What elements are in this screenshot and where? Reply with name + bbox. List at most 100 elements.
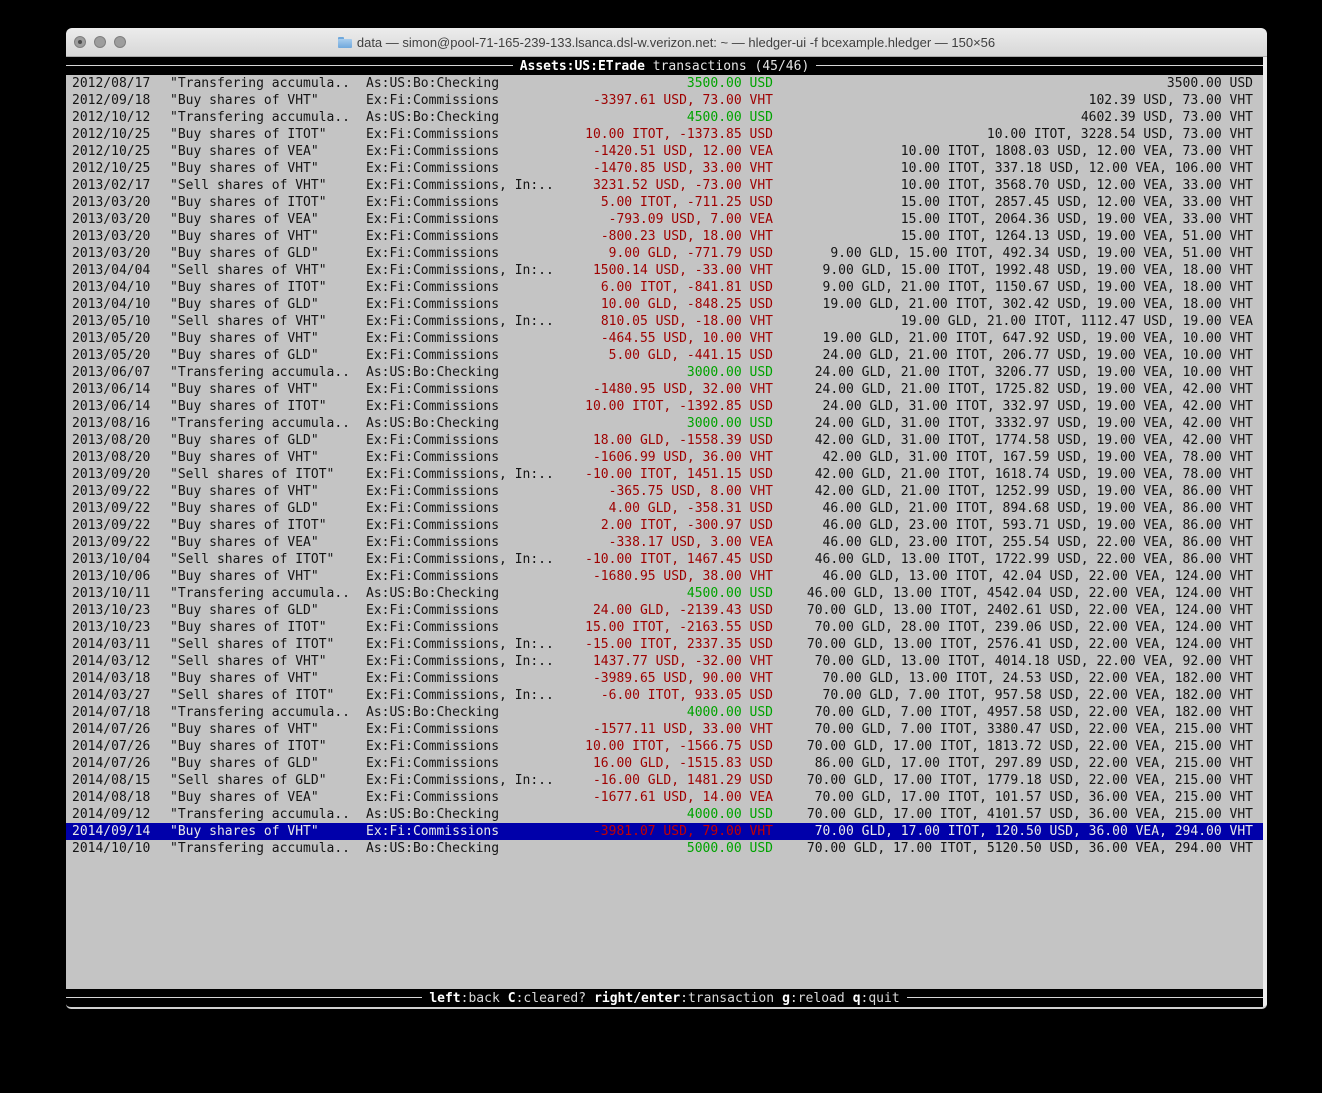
transaction-row[interactable]: 2014/03/27 "Sell shares of ITOT" Ex:Fi:C… bbox=[66, 687, 1263, 704]
transaction-row[interactable]: 2013/08/16 "Transfering accumula.. As:US… bbox=[66, 415, 1263, 432]
transaction-balance: 10.00 ITOT, 3568.70 USD, 12.00 VEA, 33.0… bbox=[900, 178, 1253, 193]
transaction-balance: 70.00 GLD, 13.00 ITOT, 4014.18 USD, 22.0… bbox=[814, 654, 1253, 669]
transaction-balance: 70.00 GLD, 17.00 ITOT, 1813.72 USD, 22.0… bbox=[806, 739, 1253, 754]
transaction-list[interactable]: 2012/08/17 "Transfering accumula.. As:US… bbox=[66, 75, 1263, 989]
transaction-balance: 10.00 ITOT, 1808.03 USD, 12.00 VEA, 73.0… bbox=[900, 144, 1253, 159]
transaction-row[interactable]: 2013/09/20 "Sell shares of ITOT" Ex:Fi:C… bbox=[66, 466, 1263, 483]
transaction-row[interactable]: 2013/09/22 "Buy shares of GLD" Ex:Fi:Com… bbox=[66, 500, 1263, 517]
transaction-description: "Transfering accumula.. bbox=[170, 416, 351, 431]
transaction-balance: 70.00 GLD, 7.00 ITOT, 957.58 USD, 22.00 … bbox=[822, 688, 1253, 703]
transaction-date: 2013/05/20 bbox=[72, 331, 151, 346]
transaction-other-account: As:US:Bo:Checking bbox=[366, 705, 500, 720]
transaction-balance: 46.00 GLD, 23.00 ITOT, 255.54 USD, 22.00… bbox=[822, 535, 1253, 550]
key-hint: C:cleared? bbox=[507, 990, 587, 1006]
transaction-amount: 1437.77 USD, -32.00 VHT bbox=[592, 654, 773, 669]
transaction-row[interactable]: 2013/05/10 "Sell shares of VHT" Ex:Fi:Co… bbox=[66, 313, 1263, 330]
transaction-description: "Transfering accumula.. bbox=[170, 841, 351, 856]
transaction-amount: 5.00 GLD, -441.15 USD bbox=[608, 348, 773, 363]
transaction-row[interactable]: 2013/03/20 "Buy shares of VHT" Ex:Fi:Com… bbox=[66, 228, 1263, 245]
transaction-row[interactable]: 2012/10/25 "Buy shares of VEA" Ex:Fi:Com… bbox=[66, 143, 1263, 160]
transaction-balance: 46.00 GLD, 13.00 ITOT, 1722.99 USD, 22.0… bbox=[814, 552, 1253, 567]
transaction-amount: -1577.11 USD, 33.00 VHT bbox=[592, 722, 773, 737]
transaction-row[interactable]: 2013/06/14 "Buy shares of VHT" Ex:Fi:Com… bbox=[66, 381, 1263, 398]
transaction-row[interactable]: 2013/10/23 "Buy shares of ITOT" Ex:Fi:Co… bbox=[66, 619, 1263, 636]
minimize-button[interactable] bbox=[94, 36, 106, 48]
transaction-row[interactable]: 2013/09/22 "Buy shares of ITOT" Ex:Fi:Co… bbox=[66, 517, 1263, 534]
zoom-button[interactable] bbox=[114, 36, 126, 48]
transaction-row[interactable]: 2014/07/26 "Buy shares of VHT" Ex:Fi:Com… bbox=[66, 721, 1263, 738]
transaction-row[interactable]: 2013/04/04 "Sell shares of VHT" Ex:Fi:Co… bbox=[66, 262, 1263, 279]
transaction-description: "Sell shares of VHT" bbox=[170, 654, 327, 669]
transaction-row[interactable]: 2013/03/20 "Buy shares of VEA" Ex:Fi:Com… bbox=[66, 211, 1263, 228]
transaction-row[interactable]: 2013/10/06 "Buy shares of VHT" Ex:Fi:Com… bbox=[66, 568, 1263, 585]
transaction-other-account: Ex:Fi:Commissions, In:.. bbox=[366, 654, 554, 669]
transaction-balance: 70.00 GLD, 17.00 ITOT, 101.57 USD, 36.00… bbox=[814, 790, 1253, 805]
transaction-other-account: Ex:Fi:Commissions bbox=[366, 229, 500, 244]
register-account-name: Assets:US:ETrade bbox=[519, 58, 645, 74]
transaction-row[interactable]: 2013/02/17 "Sell shares of VHT" Ex:Fi:Co… bbox=[66, 177, 1263, 194]
transaction-date: 2014/09/14 bbox=[72, 824, 151, 839]
transaction-description: "Transfering accumula.. bbox=[170, 110, 351, 125]
transaction-other-account: As:US:Bo:Checking bbox=[366, 76, 500, 91]
transaction-description: "Buy shares of VEA" bbox=[170, 790, 319, 805]
transaction-description: "Buy shares of ITOT" bbox=[170, 739, 327, 754]
transaction-row[interactable]: 2014/03/12 "Sell shares of VHT" Ex:Fi:Co… bbox=[66, 653, 1263, 670]
transaction-amount: -1677.61 USD, 14.00 VEA bbox=[592, 790, 773, 805]
transaction-row[interactable]: 2013/10/04 "Sell shares of ITOT" Ex:Fi:C… bbox=[66, 551, 1263, 568]
transaction-date: 2013/09/22 bbox=[72, 484, 151, 499]
transaction-row[interactable]: 2013/03/20 "Buy shares of GLD" Ex:Fi:Com… bbox=[66, 245, 1263, 262]
transaction-row[interactable]: 2014/10/10 "Transfering accumula.. As:US… bbox=[66, 840, 1263, 857]
transaction-row[interactable]: 2013/06/07 "Transfering accumula.. As:US… bbox=[66, 364, 1263, 381]
transaction-row[interactable]: 2013/05/20 "Buy shares of VHT" Ex:Fi:Com… bbox=[66, 330, 1263, 347]
transaction-date: 2013/05/20 bbox=[72, 348, 151, 363]
transaction-row[interactable]: 2013/08/20 "Buy shares of VHT" Ex:Fi:Com… bbox=[66, 449, 1263, 466]
window-title-bar[interactable]: data — simon@pool-71-165-239-133.lsanca.… bbox=[66, 28, 1267, 57]
transaction-row[interactable]: 2012/10/12 "Transfering accumula.. As:US… bbox=[66, 109, 1263, 126]
transaction-row[interactable]: 2013/06/14 "Buy shares of ITOT" Ex:Fi:Co… bbox=[66, 398, 1263, 415]
transaction-row[interactable]: 2012/10/25 "Buy shares of ITOT" Ex:Fi:Co… bbox=[66, 126, 1263, 143]
transaction-row[interactable]: 2014/08/15 "Sell shares of GLD" Ex:Fi:Co… bbox=[66, 772, 1263, 789]
transaction-description: "Buy shares of GLD" bbox=[170, 603, 319, 618]
transaction-row[interactable]: 2013/10/11 "Transfering accumula.. As:US… bbox=[66, 585, 1263, 602]
transaction-other-account: Ex:Fi:Commissions bbox=[366, 484, 500, 499]
transaction-row[interactable]: 2014/09/14 "Buy shares of VHT" Ex:Fi:Com… bbox=[66, 823, 1263, 840]
transaction-row[interactable]: 2012/10/25 "Buy shares of VHT" Ex:Fi:Com… bbox=[66, 160, 1263, 177]
window-title: data — simon@pool-71-165-239-133.lsanca.… bbox=[356, 34, 996, 50]
transaction-balance: 86.00 GLD, 17.00 ITOT, 297.89 USD, 22.00… bbox=[814, 756, 1253, 771]
transaction-date: 2013/06/07 bbox=[72, 365, 151, 380]
transaction-row[interactable]: 2014/09/12 "Transfering accumula.. As:US… bbox=[66, 806, 1263, 823]
transaction-row[interactable]: 2014/07/26 "Buy shares of ITOT" Ex:Fi:Co… bbox=[66, 738, 1263, 755]
transaction-row[interactable]: 2013/09/22 "Buy shares of VEA" Ex:Fi:Com… bbox=[66, 534, 1263, 551]
transaction-row[interactable]: 2013/05/20 "Buy shares of GLD" Ex:Fi:Com… bbox=[66, 347, 1263, 364]
transaction-row[interactable]: 2013/10/23 "Buy shares of GLD" Ex:Fi:Com… bbox=[66, 602, 1263, 619]
transaction-date: 2013/04/10 bbox=[72, 297, 151, 312]
close-button[interactable] bbox=[74, 36, 86, 48]
transaction-row[interactable]: 2013/09/22 "Buy shares of VHT" Ex:Fi:Com… bbox=[66, 483, 1263, 500]
transaction-description: "Sell shares of VHT" bbox=[170, 314, 327, 329]
transaction-date: 2013/09/20 bbox=[72, 467, 151, 482]
register-header-bar: Assets:US:ETrade transactions (45/46) bbox=[66, 57, 1263, 75]
transaction-amount: -1470.85 USD, 33.00 VHT bbox=[592, 161, 773, 176]
transaction-description: "Buy shares of ITOT" bbox=[170, 620, 327, 635]
transaction-row[interactable]: 2014/08/18 "Buy shares of VEA" Ex:Fi:Com… bbox=[66, 789, 1263, 806]
transaction-other-account: Ex:Fi:Commissions bbox=[366, 450, 500, 465]
traffic-lights bbox=[74, 28, 126, 56]
transaction-other-account: Ex:Fi:Commissions, In:.. bbox=[366, 637, 554, 652]
transaction-balance: 15.00 ITOT, 1264.13 USD, 19.00 VEA, 51.0… bbox=[900, 229, 1253, 244]
transaction-amount: -1480.95 USD, 32.00 VHT bbox=[592, 382, 773, 397]
transaction-row[interactable]: 2012/08/17 "Transfering accumula.. As:US… bbox=[66, 75, 1263, 92]
transaction-row[interactable]: 2014/03/18 "Buy shares of VHT" Ex:Fi:Com… bbox=[66, 670, 1263, 687]
transaction-row[interactable]: 2013/03/20 "Buy shares of ITOT" Ex:Fi:Co… bbox=[66, 194, 1263, 211]
transaction-row[interactable]: 2014/07/26 "Buy shares of GLD" Ex:Fi:Com… bbox=[66, 755, 1263, 772]
folder-icon bbox=[337, 36, 352, 48]
transaction-row[interactable]: 2014/03/11 "Sell shares of ITOT" Ex:Fi:C… bbox=[66, 636, 1263, 653]
transaction-other-account: Ex:Fi:Commissions, In:.. bbox=[366, 263, 554, 278]
transaction-row[interactable]: 2013/08/20 "Buy shares of GLD" Ex:Fi:Com… bbox=[66, 432, 1263, 449]
transaction-row[interactable]: 2014/07/18 "Transfering accumula.. As:US… bbox=[66, 704, 1263, 721]
transaction-date: 2013/08/16 bbox=[72, 416, 151, 431]
transaction-row[interactable]: 2013/04/10 "Buy shares of GLD" Ex:Fi:Com… bbox=[66, 296, 1263, 313]
transaction-amount: 4000.00 USD bbox=[686, 705, 773, 720]
transaction-row[interactable]: 2012/09/18 "Buy shares of VHT" Ex:Fi:Com… bbox=[66, 92, 1263, 109]
transaction-row[interactable]: 2013/04/10 "Buy shares of ITOT" Ex:Fi:Co… bbox=[66, 279, 1263, 296]
transaction-other-account: Ex:Fi:Commissions bbox=[366, 790, 500, 805]
